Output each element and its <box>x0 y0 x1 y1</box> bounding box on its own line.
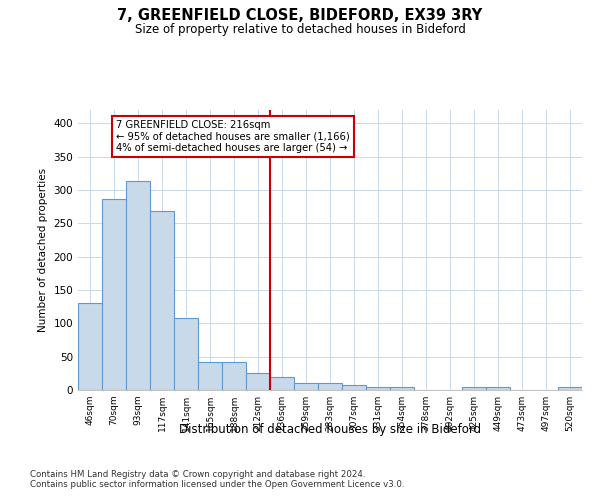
Bar <box>102 198 126 390</box>
Bar <box>270 376 294 390</box>
Text: 7, GREENFIELD CLOSE, BIDEFORD, EX39 3RY: 7, GREENFIELD CLOSE, BIDEFORD, EX39 3RY <box>118 8 482 22</box>
Text: 7 GREENFIELD CLOSE: 216sqm
← 95% of detached houses are smaller (1,166)
4% of se: 7 GREENFIELD CLOSE: 216sqm ← 95% of deta… <box>116 120 350 153</box>
Y-axis label: Number of detached properties: Number of detached properties <box>38 168 48 332</box>
Bar <box>342 386 366 390</box>
Bar <box>78 304 102 390</box>
Text: Contains public sector information licensed under the Open Government Licence v3: Contains public sector information licen… <box>30 480 404 489</box>
Bar <box>390 388 414 390</box>
Bar <box>486 388 510 390</box>
Bar <box>150 212 174 390</box>
Text: Size of property relative to detached houses in Bideford: Size of property relative to detached ho… <box>134 22 466 36</box>
Bar <box>318 384 342 390</box>
Bar <box>558 388 582 390</box>
Bar <box>198 362 222 390</box>
Bar <box>366 386 390 390</box>
Bar <box>246 374 270 390</box>
Bar <box>126 182 150 390</box>
Bar <box>462 388 486 390</box>
Bar <box>222 362 246 390</box>
Bar <box>174 318 198 390</box>
Text: Distribution of detached houses by size in Bideford: Distribution of detached houses by size … <box>179 422 481 436</box>
Text: Contains HM Land Registry data © Crown copyright and database right 2024.: Contains HM Land Registry data © Crown c… <box>30 470 365 479</box>
Bar <box>294 384 318 390</box>
